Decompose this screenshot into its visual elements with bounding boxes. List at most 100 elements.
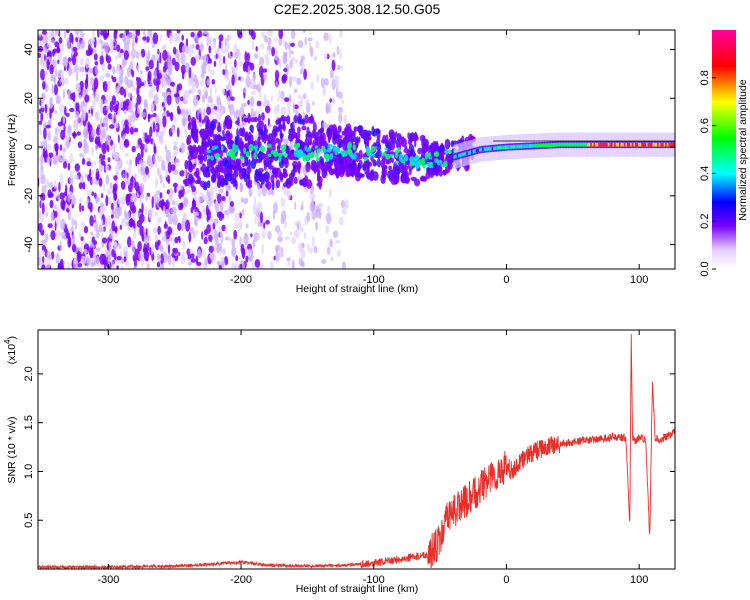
spectrogram-noise-cell <box>146 242 150 252</box>
spectrogram-noise-cell <box>304 36 307 46</box>
spectrogram-fringe-cell <box>619 146 622 149</box>
spectrogram-carrier-cell <box>598 142 601 147</box>
spectrogram-noise-cell <box>40 192 46 201</box>
spectrogram-fringe-cell <box>478 146 482 148</box>
spectrogram-noise-cell <box>185 219 191 232</box>
spectrogram-band-cell <box>226 138 234 150</box>
spectrogram-carrier-cell <box>579 142 582 147</box>
spectrogram-noise-cell <box>207 36 213 45</box>
snr-x-tick-label: -300 <box>97 574 119 586</box>
spectrogram-noise-cell <box>191 199 197 210</box>
spectrogram-fringe-cell <box>496 144 499 147</box>
spectrogram-carrier-cell <box>590 142 593 147</box>
spectrogram-noise-cell <box>142 80 147 88</box>
spectrogram-band-cell <box>388 137 394 145</box>
spectrogram-noise-cell <box>156 154 163 163</box>
spectrogram-noise-cell <box>199 90 202 97</box>
spectrogram-carrier-cell <box>647 142 650 147</box>
spectrogram-carrier-cell <box>486 147 489 151</box>
spectrogram-noise-cell <box>62 88 65 100</box>
spectrogram-carrier-cell <box>631 142 634 147</box>
spectrogram-noise-cell <box>119 86 125 96</box>
spectrogram-band-cell <box>365 136 371 141</box>
spectrogram-noise-cell <box>52 144 56 155</box>
spectrogram-noise-cell <box>137 241 143 252</box>
spectrogram-noise-cell <box>134 197 137 202</box>
spectrogram-noise-cell <box>109 182 113 190</box>
spectrogram-band-cell <box>442 169 448 175</box>
spectrogram-noise-cell <box>157 72 162 80</box>
spectrogram-fringe-cell <box>556 146 560 149</box>
spectrogram-fringe-cell <box>568 146 571 149</box>
spectrogram-noise-cell <box>257 232 261 241</box>
spectrogram-noise-cell <box>265 219 270 225</box>
spectrogram-noise-cell <box>274 69 280 81</box>
spectrogram-bright-cell <box>323 153 330 159</box>
spectrogram-fringe-cell <box>579 146 582 149</box>
spectrogram-band-cell <box>265 183 269 188</box>
spectrogram-fringe-cell <box>658 141 661 143</box>
spectrogram-noise-cell <box>222 69 226 76</box>
spectrogram-noise-cell <box>54 210 58 218</box>
spectrogram-band-cell <box>226 168 233 173</box>
spectrogram-noise-cell <box>190 258 197 263</box>
spectrogram-bright-cell <box>403 154 409 162</box>
spectrogram-fringe-cell <box>617 141 620 143</box>
spectrogram-noise-cell <box>168 213 174 225</box>
spectrogram-noise-cell <box>39 39 44 47</box>
spectrogram-noise-cell <box>147 30 153 39</box>
spectrogram-noise-cell <box>160 253 164 265</box>
spectrogram-noise-cell <box>140 48 146 58</box>
spectrogram-noise-cell <box>125 86 128 96</box>
spectrogram-noise-cell <box>114 122 119 129</box>
spectrogram-noise-cell <box>124 139 128 147</box>
spectrogram-noise-cell <box>118 244 122 249</box>
spectrogram-noise-cell <box>201 63 204 72</box>
spectrogram-band-cell <box>444 138 451 150</box>
spectrogram-noise-cell <box>84 87 88 96</box>
spectrogram-noise-cell <box>188 89 192 95</box>
spectrogram-noise-cell <box>264 105 271 114</box>
spectrogram-noise-cell <box>84 94 90 103</box>
spectrogram-noise-cell <box>49 181 54 189</box>
spectrogram-fringe-cell <box>485 150 488 153</box>
spectrogram-noise-cell <box>48 131 51 141</box>
spectrogram-noise-cell <box>94 179 99 186</box>
spectrogram-noise-cell <box>67 261 70 269</box>
spectrogram-band-cell <box>355 138 359 149</box>
spectrogram-noise-cell <box>329 33 332 45</box>
spectrogram-noise-cell <box>156 261 161 268</box>
spectrogram-band-cell <box>279 171 284 183</box>
spectrogram-noise-cell <box>168 197 172 203</box>
spectrogram-noise-cell <box>120 66 124 75</box>
spectrogram-fringe-cell <box>531 147 534 150</box>
spectrogram-noise-cell <box>329 238 333 248</box>
spectrogram-noise-cell <box>229 206 235 212</box>
spectrogram-band-cell <box>380 174 386 184</box>
spectrogram-noise-cell <box>128 99 132 107</box>
spectrogram-noise-cell <box>136 94 142 105</box>
spectrogram-noise-cell <box>214 200 217 209</box>
spectrogram-carrier-cell <box>526 144 529 148</box>
spectrogram-noise-cell <box>105 53 109 62</box>
spectrogram-band-cell <box>438 146 442 152</box>
spectrogram-fringe-cell <box>634 146 638 149</box>
spectrogram-carrier-cell <box>584 142 587 147</box>
spectrogram-noise-cell <box>40 52 45 60</box>
spectrogram-noise-cell <box>228 237 233 242</box>
svg-text:(x104): (x104) <box>3 336 18 364</box>
spectrogram-fringe-cell <box>638 146 641 149</box>
spectrogram-noise-cell <box>100 202 104 208</box>
spectrogram-noise-cell <box>235 65 238 73</box>
spectrogram-noise-cell <box>264 53 268 60</box>
spectrogram-noise-cell <box>224 236 230 241</box>
spectrogram-fringe-cell <box>526 142 529 145</box>
spectrogram-noise-cell <box>248 188 253 197</box>
spectrogram-noise-cell <box>227 82 230 91</box>
spectrogram-noise-cell <box>221 195 226 202</box>
spectrogram-noise-cell <box>251 90 256 96</box>
spectrogram-band-cell <box>350 130 356 136</box>
spectrogram-noise-cell <box>193 36 199 43</box>
spectrogram-carrier-cell <box>612 142 615 147</box>
spectrogram-noise-cell <box>151 242 155 255</box>
